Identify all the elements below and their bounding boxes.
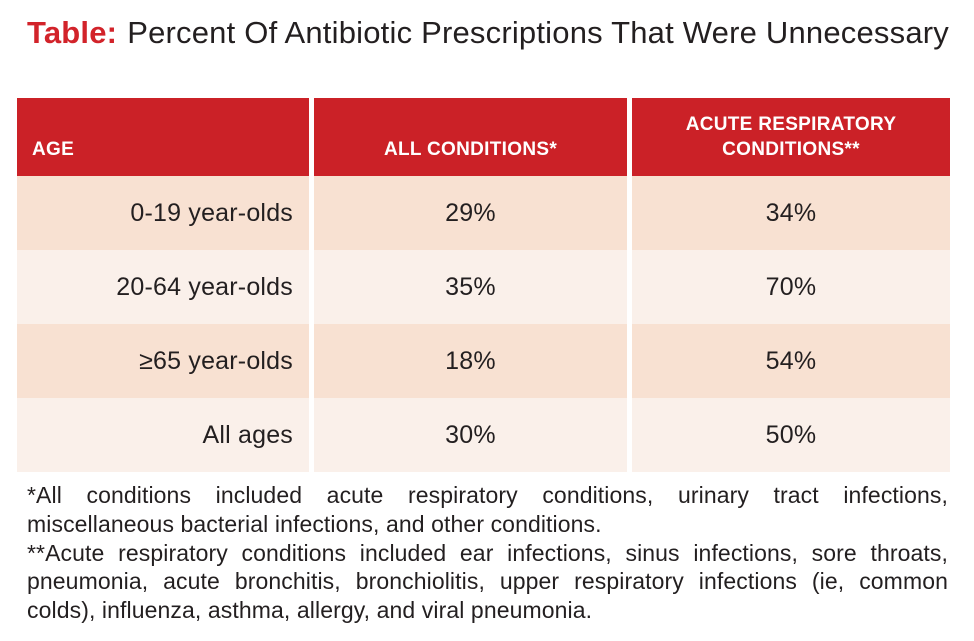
age-cell: 20-64 year-olds [17, 250, 309, 324]
table-row: ≥65 year-olds 18% 54% [17, 324, 950, 398]
footnote-all-conditions: *All conditions included acute respirato… [27, 482, 948, 537]
age-cell: 0-19 year-olds [17, 176, 309, 250]
all-conditions-cell: 18% [309, 324, 627, 398]
column-header-age: AGE [17, 98, 309, 176]
acute-respiratory-cell: 70% [627, 250, 950, 324]
acute-respiratory-cell: 34% [627, 176, 950, 250]
all-conditions-cell: 29% [309, 176, 627, 250]
table-row: 20-64 year-olds 35% 70% [17, 250, 950, 324]
all-conditions-cell: 35% [309, 250, 627, 324]
data-table: AGE ALL CONDITIONS* ACUTE RESPIRATORY CO… [17, 98, 950, 472]
column-header-acute-respiratory: ACUTE RESPIRATORY CONDITIONS** [627, 98, 950, 176]
column-header-all-conditions: ALL CONDITIONS* [309, 98, 627, 176]
page-title: Table: Percent Of Antibiotic Prescription… [27, 14, 957, 52]
acute-respiratory-cell: 50% [627, 398, 950, 472]
age-cell: All ages [17, 398, 309, 472]
footnote-acute-respiratory: **Acute respiratory conditions included … [27, 539, 948, 624]
title-prefix: Table: [27, 15, 118, 50]
table-row: 0-19 year-olds 29% 34% [17, 176, 950, 250]
all-conditions-cell: 30% [309, 398, 627, 472]
header-row: AGE ALL CONDITIONS* ACUTE RESPIRATORY CO… [17, 98, 950, 176]
footnotes: *All conditions included acute respirato… [27, 481, 948, 625]
acute-respiratory-cell: 54% [627, 324, 950, 398]
title-text: Percent Of Antibiotic Prescriptions That… [127, 15, 949, 50]
age-cell: ≥65 year-olds [17, 324, 309, 398]
table-row: All ages 30% 50% [17, 398, 950, 472]
